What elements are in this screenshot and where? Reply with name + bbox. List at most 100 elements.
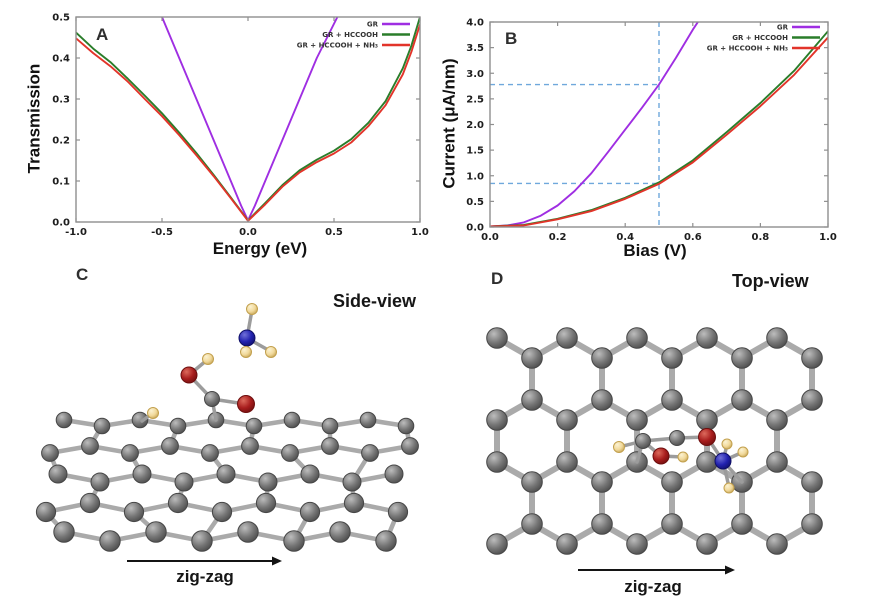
bond	[181, 471, 229, 485]
atom-N	[238, 329, 256, 347]
bond	[564, 335, 605, 361]
atom-C	[93, 417, 111, 435]
atom-C	[696, 533, 718, 555]
atom-C	[241, 437, 259, 455]
bond	[403, 423, 413, 449]
bond	[529, 521, 570, 547]
atom-C	[661, 347, 683, 369]
bond	[704, 335, 745, 361]
atom-C	[591, 513, 613, 535]
bond	[245, 336, 272, 353]
atom-C	[556, 327, 578, 349]
bond	[247, 423, 257, 449]
bond	[564, 459, 605, 485]
atom-C	[661, 389, 683, 411]
bond	[263, 479, 271, 506]
x-axis-title-energy: Energy (eV)	[212, 239, 308, 258]
atom-C	[174, 472, 194, 492]
atom-C	[343, 492, 365, 514]
atom-C	[696, 409, 718, 431]
atom-C	[191, 530, 213, 552]
atom-O	[652, 447, 670, 465]
svg-text:0.4: 0.4	[52, 54, 70, 65]
atom-C	[556, 533, 578, 555]
svg-text:0.0: 0.0	[239, 227, 257, 238]
atom-C	[696, 327, 718, 349]
atom-C	[342, 472, 362, 492]
atom-C	[359, 411, 377, 429]
bond	[223, 471, 271, 485]
atom-C	[401, 437, 419, 455]
atom-C	[731, 347, 753, 369]
bond	[55, 471, 103, 485]
bond	[599, 335, 640, 361]
series-line	[76, 17, 420, 222]
atom-C	[361, 444, 379, 462]
bond	[291, 529, 343, 544]
bond	[287, 450, 313, 477]
atom-O	[180, 366, 198, 384]
bond	[265, 471, 313, 485]
side-view-label: Side-view	[333, 291, 417, 311]
atom-C	[321, 417, 339, 435]
atom-O	[237, 395, 255, 413]
atom-H	[202, 353, 214, 365]
atom-H	[246, 303, 258, 315]
bond	[213, 417, 257, 429]
atom-C	[169, 417, 187, 435]
bond	[131, 509, 159, 535]
atom-O	[698, 428, 716, 446]
bond	[187, 373, 214, 401]
bond	[137, 417, 181, 429]
bond	[251, 417, 295, 429]
atom-H	[240, 346, 252, 358]
atom-C	[53, 521, 75, 543]
atom-C	[375, 530, 397, 552]
bond	[245, 529, 297, 544]
atom-C	[801, 513, 823, 535]
atom-H	[677, 451, 689, 463]
bond	[245, 308, 254, 340]
bond	[349, 450, 373, 485]
bond	[287, 443, 333, 456]
bond	[207, 443, 253, 456]
bond	[383, 509, 401, 544]
atom-C	[801, 471, 823, 493]
atom-H	[265, 346, 277, 358]
bond	[774, 459, 815, 485]
bond	[99, 417, 143, 429]
atom-C	[766, 409, 788, 431]
svg-text:GR + HCCOOH: GR + HCCOOH	[322, 31, 378, 39]
bond	[529, 459, 570, 485]
atom-C	[521, 513, 543, 535]
svg-text:-0.5: -0.5	[151, 227, 173, 238]
bond	[529, 335, 570, 361]
bond	[721, 450, 745, 463]
svg-text:1.0: 1.0	[819, 232, 837, 243]
atom-C	[486, 533, 508, 555]
atom-C	[661, 471, 683, 493]
atom-C	[55, 411, 73, 429]
bond	[139, 471, 187, 485]
bond	[669, 397, 710, 423]
atom-C	[486, 327, 508, 349]
bond	[367, 443, 413, 456]
bond	[774, 397, 815, 423]
atom-C	[121, 444, 139, 462]
svg-text:0.3: 0.3	[52, 95, 70, 106]
atom-C	[801, 347, 823, 369]
svg-text:3.0: 3.0	[466, 69, 484, 80]
atom-C	[626, 533, 648, 555]
bond	[263, 500, 313, 515]
series-line	[490, 36, 828, 227]
bond	[327, 443, 373, 456]
bond	[61, 529, 113, 544]
bond	[641, 436, 679, 443]
svg-text:GR + HCCOOH + NH₃: GR + HCCOOH + NH₃	[707, 45, 788, 53]
zigzag-label-d: zig-zag	[624, 577, 682, 596]
atom-C	[204, 391, 220, 407]
bond	[659, 454, 685, 459]
bond	[47, 443, 93, 456]
bond	[564, 397, 605, 423]
bond	[564, 521, 605, 547]
